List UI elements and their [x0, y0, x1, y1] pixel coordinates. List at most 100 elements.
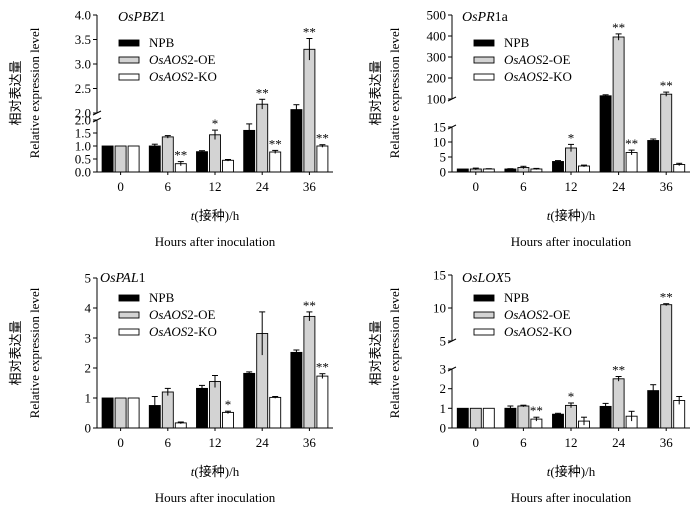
bar-osaos2-oe-0h [114, 397, 127, 429]
significance-mark: ** [612, 363, 625, 378]
bar-osaos2-oe-12h [209, 134, 221, 173]
significance-mark: * [212, 116, 219, 131]
x-tick-label: 12 [209, 435, 222, 450]
x-axis-label: t(接种)/h [191, 464, 240, 479]
y-tick-label: 2.0 [75, 106, 91, 121]
y-tick-label: 5 [440, 150, 447, 165]
y-tick-label: 10 [433, 301, 446, 316]
y-tick-label: 300 [427, 50, 447, 65]
y-tick-label: 4.0 [75, 8, 91, 23]
y-tick-label: 0 [85, 421, 92, 436]
significance-mark: * [568, 389, 575, 404]
x-tick-label: 0 [473, 179, 480, 194]
y-tick-label: 5 [440, 334, 447, 349]
bar-osaos2-oe-12h [565, 404, 577, 429]
legend-label: OsAOS2-OE [149, 52, 215, 67]
y-axis-label-cn: 相对表达量 [8, 60, 23, 125]
y-axis-label-cn: 相对表达量 [8, 320, 23, 385]
y-tick-label: 2.0 [75, 113, 91, 128]
significance-mark: * [225, 397, 232, 412]
bar-osaos2-ko-36h [316, 145, 329, 173]
y-tick-label: 100 [427, 92, 447, 107]
bar-osaos2-oe-24h [256, 103, 269, 173]
chart-title: OsPBZ1 [118, 10, 165, 25]
significance-mark: ** [660, 290, 673, 305]
significance-mark: ** [625, 136, 638, 151]
y-tick-label: 2 [440, 381, 447, 396]
legend-label: OsAOS2-KO [149, 324, 217, 339]
x-axis-label-en: Hours after inoculation [511, 234, 632, 249]
bar-osaos2-ko-24h [625, 152, 638, 173]
x-tick-label: 12 [565, 179, 578, 194]
x-axis-label-en: Hours after inoculation [155, 490, 276, 505]
chart-panel-1: 0**6*12****24****360.00.51.01.52.02.02.5… [8, 8, 333, 249]
legend-swatch [118, 294, 140, 302]
bar-npb-6h [504, 407, 517, 429]
bar-osaos2-oe-36h [303, 48, 316, 173]
x-tick-label: 0 [117, 435, 124, 450]
y-tick-label: 5 [85, 271, 92, 286]
bar-osaos2-ko-0h [482, 407, 495, 429]
bar-osaos2-oe-36h [303, 315, 316, 429]
y-tick-label: 3 [85, 331, 92, 346]
legend-label: OsAOS2-OE [504, 52, 570, 67]
bar-osaos2-oe-6h [161, 136, 174, 173]
y-axis-label-en: Relative expression level [387, 27, 402, 158]
y-axis-label-en: Relative expression level [27, 27, 42, 158]
y-tick-label: 3.0 [75, 57, 91, 72]
x-tick-label: 6 [520, 435, 527, 450]
y-tick-label: 400 [427, 29, 447, 44]
y-tick-label: 1.0 [75, 139, 91, 154]
x-tick-label: 36 [303, 179, 317, 194]
legend-swatch [473, 39, 495, 47]
legend-label: OsAOS2-KO [504, 69, 572, 84]
x-tick-label: 6 [165, 435, 172, 450]
y-tick-label: 15 [433, 268, 446, 283]
x-tick-label: 6 [165, 179, 172, 194]
legend-swatch [473, 311, 495, 319]
legend-label: NPB [504, 290, 530, 305]
legend-label: OsAOS2-OE [504, 307, 570, 322]
bar-osaos2-ko-36h [316, 375, 329, 429]
y-axis-label: 相对表达量 Relative expression level [8, 27, 42, 158]
bar-npb-24h [599, 95, 612, 173]
y-tick-label: 200 [427, 71, 447, 86]
x-tick-label: 24 [256, 435, 270, 450]
bar-osaos2-oe-12h [209, 381, 221, 429]
x-axis-label-en: Hours after inoculation [155, 234, 276, 249]
significance-mark: ** [316, 360, 329, 375]
y-tick-label: 2 [85, 361, 92, 376]
bar-osaos2-oe-24h [612, 36, 625, 173]
x-tick-label: 12 [565, 435, 578, 450]
bar-osaos2-oe-36h [660, 304, 673, 429]
y-tick-label: 1 [440, 401, 447, 416]
significance-mark: ** [303, 298, 316, 313]
x-tick-label: 0 [473, 435, 480, 450]
bar-osaos2-oe-6h [161, 391, 174, 429]
y-tick-label: 0 [440, 165, 447, 180]
bar-osaos2-oe-36h [660, 93, 673, 173]
y-tick-label: 3.5 [75, 32, 91, 47]
x-tick-label: 36 [660, 179, 674, 194]
bar-osaos2-oe-24h [612, 378, 625, 429]
significance-mark: ** [530, 403, 543, 418]
legend-label: NPB [504, 35, 530, 50]
significance-mark: ** [316, 131, 329, 146]
legend-swatch [473, 328, 495, 336]
y-tick-label: 2.5 [75, 81, 91, 96]
bar-osaos2-oe-6h [517, 405, 530, 429]
bar-npb-12h [196, 151, 208, 173]
bar-osaos2-ko-12h [222, 411, 234, 429]
significance-mark: ** [256, 85, 269, 100]
legend-swatch [473, 73, 495, 81]
legend-swatch [118, 311, 140, 319]
bar-npb-24h [243, 372, 256, 429]
y-tick-label: 15 [433, 120, 446, 135]
significance-mark: ** [660, 78, 673, 93]
y-axis-label: 相对表达量 Relative expression level [368, 287, 402, 418]
bar-npb-12h [552, 161, 564, 173]
legend-label: NPB [149, 35, 175, 50]
y-axis-label-en: Relative expression level [27, 287, 42, 418]
